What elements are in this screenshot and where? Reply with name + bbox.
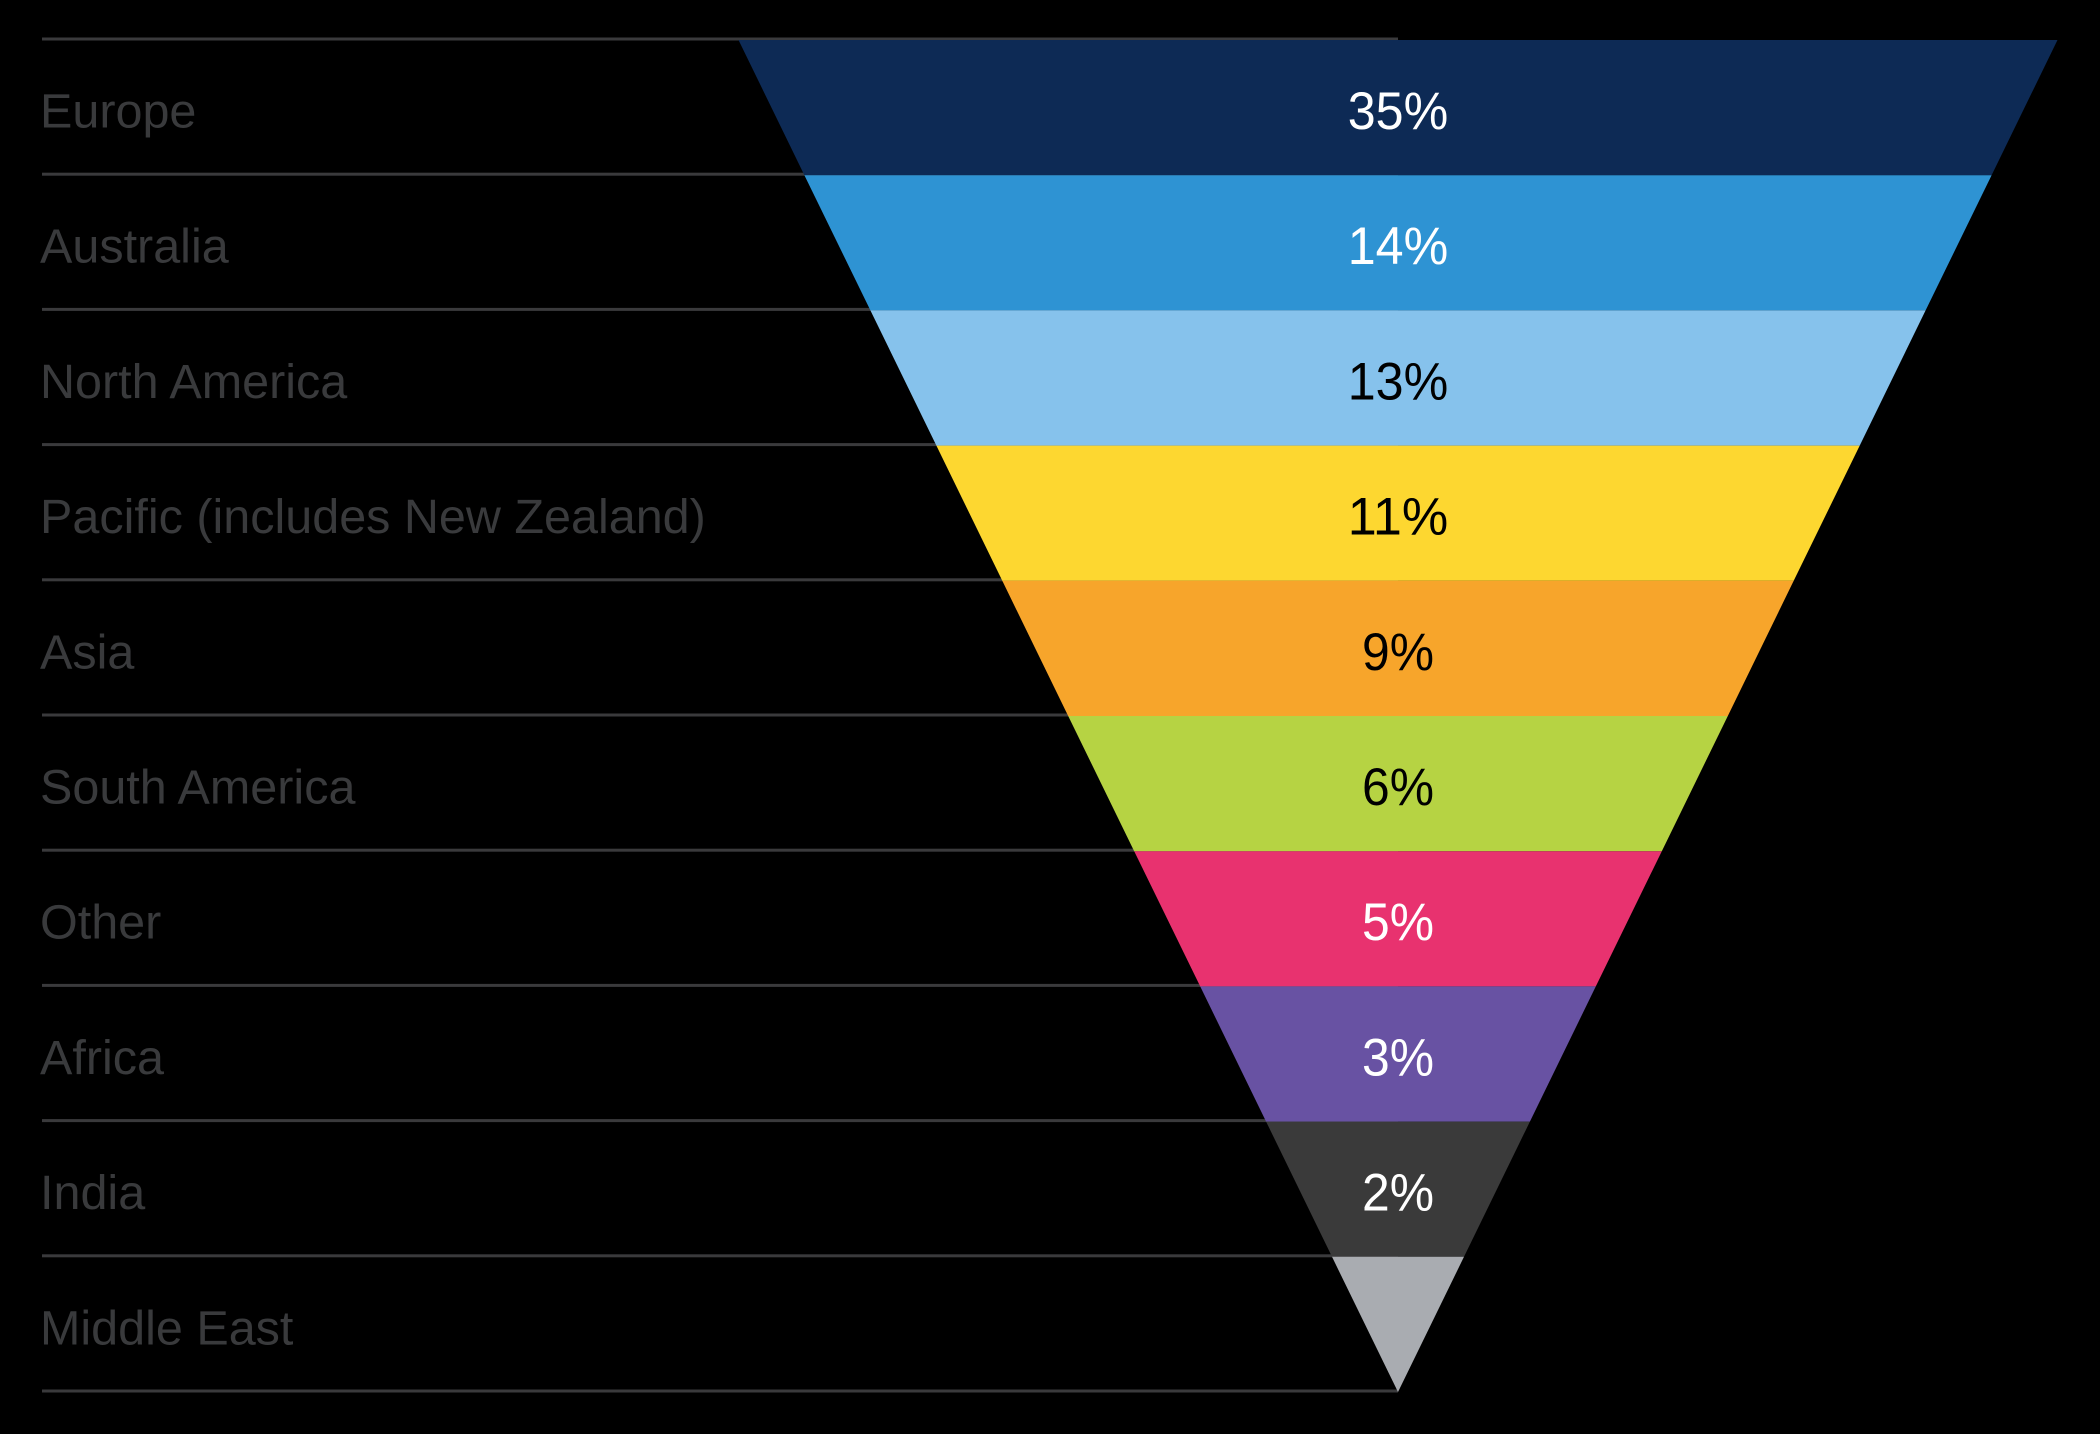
svg-text:14%: 14% [1348, 217, 1449, 276]
svg-text:6%: 6% [1362, 758, 1434, 817]
svg-text:13%: 13% [1348, 352, 1449, 411]
svg-text:Pacific (includes New Zealand): Pacific (includes New Zealand) [40, 490, 706, 544]
svg-text:Africa: Africa [40, 1031, 164, 1085]
svg-text:North America: North America [40, 355, 347, 409]
svg-text:9%: 9% [1362, 623, 1434, 682]
svg-text:South America: South America [40, 761, 355, 815]
svg-text:Australia: Australia [40, 220, 229, 274]
svg-text:Middle East: Middle East [40, 1301, 294, 1355]
svg-text:3%: 3% [1362, 1028, 1434, 1087]
svg-text:11%: 11% [1348, 488, 1449, 547]
svg-text:35%: 35% [1348, 82, 1449, 141]
svg-text:Europe: Europe [40, 85, 196, 139]
svg-text:India: India [40, 1166, 145, 1220]
svg-text:Other: Other [40, 896, 161, 950]
svg-text:2%: 2% [1362, 1164, 1434, 1223]
svg-text:Asia: Asia [40, 625, 134, 679]
svg-text:5%: 5% [1362, 893, 1434, 952]
